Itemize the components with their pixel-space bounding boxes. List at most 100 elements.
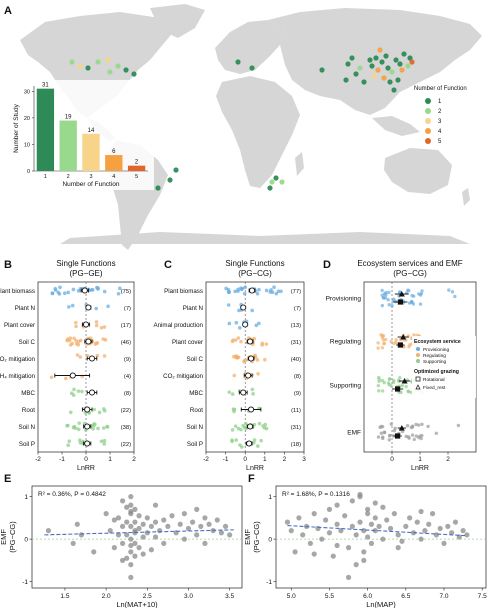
observation-point [140,551,146,557]
x-tick-label: -1 [59,456,65,463]
fixed-rest-mean-marker [397,342,403,348]
observation-point [365,534,371,540]
landmass-europe [215,20,285,74]
observation-point [274,291,279,296]
observation-point [414,422,418,427]
legend-swatch [416,353,420,357]
observation-point [144,530,150,536]
study-site-point [167,177,173,183]
observation-point [136,513,142,519]
observation-point [67,305,71,309]
inset-bar [105,155,123,171]
sample-size-label: (31) [291,425,301,431]
sample-size-label: (77) [291,289,301,295]
landmass-antarctica [60,232,470,244]
observation-point [152,502,159,508]
landmass-japan [424,52,436,76]
observation-point [399,390,403,395]
study-site-point [107,69,113,75]
observation-point [409,390,413,394]
observation-point [68,410,73,415]
observation-point [70,540,76,546]
legend-label: Provisioning [423,347,449,353]
observation-point [357,491,363,498]
observation-point [449,530,455,536]
observation-point [377,389,381,393]
observation-point [395,532,401,538]
rotational-mean-marker [401,378,408,384]
inset-x-axis-label: Number of Function [62,181,119,188]
observation-point [387,303,391,307]
observation-point [393,426,397,431]
observation-point [93,342,98,346]
observation-point [353,562,359,568]
observation-point [230,392,235,396]
observation-point [65,423,69,428]
map-legend-label: 2 [438,109,442,115]
observation-point [74,338,78,343]
observation-point [45,528,52,534]
observation-point [73,426,78,430]
observation-point [382,341,386,345]
sample-size-label: (13) [291,323,301,329]
x-tick-label: 2 [283,456,287,463]
panel-subtitle: (PG−CG) [238,269,272,278]
mean-effect-marker [82,321,90,328]
x-axis-label: Ln(MAT+10) [116,600,158,608]
study-site-point [357,65,363,71]
study-site-point [375,67,381,73]
observation-point [394,338,398,342]
study-site-point [371,73,377,79]
observation-point [234,438,238,442]
x-tick-label: 6.0 [363,593,372,600]
observation-point [279,289,283,294]
observation-point [194,532,200,538]
observation-point [417,292,421,296]
observation-point [119,523,126,529]
observation-point [391,511,397,517]
observation-point [94,306,99,311]
inset-y-tick-label: 0 [27,169,30,175]
legend-title: Ecosystem service [414,339,461,345]
observation-point [56,290,60,295]
observation-point [214,517,220,523]
panel-letter-e: E [4,473,11,485]
x-tick-label: -2 [35,456,41,463]
observation-point [389,339,393,344]
observation-point [257,287,261,292]
observation-point [418,508,424,515]
observation-point [311,511,317,517]
observation-point [404,434,408,439]
map-legend: Number of Function 1 2 3 4 5 [414,86,467,145]
observation-point [128,542,134,549]
observation-point [326,530,333,536]
observation-point [407,515,413,521]
observation-point [426,521,432,527]
observation-point [420,289,424,293]
category-label: EMF [347,430,361,437]
observation-point [128,494,134,500]
observation-point [103,511,109,517]
study-site-point [319,67,325,73]
mean-effect-marker [85,338,92,345]
observation-point [233,289,237,294]
study-site-point [279,179,285,185]
x-tick-label: -1 [223,456,229,463]
sample-size-label: (46) [121,340,131,346]
observation-point [227,321,232,326]
observation-point [365,506,371,512]
sample-size-label: (31) [291,340,301,346]
observation-point [74,521,80,527]
mean-effect-marker [247,338,254,345]
x-tick-label: 1 [108,456,112,463]
observation-point [433,532,439,538]
observation-point [380,293,384,297]
study-site-point [391,87,397,93]
study-site-point [401,51,407,57]
observation-point [372,515,378,521]
observation-point [410,424,415,428]
observation-point [390,304,394,308]
category-label: Soil N [186,424,203,431]
observation-point [86,353,90,358]
